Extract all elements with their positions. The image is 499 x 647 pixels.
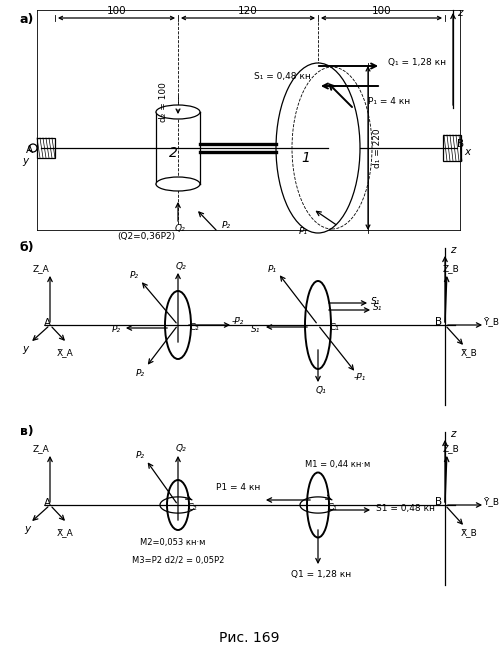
Text: X̄_A: X̄_A: [56, 529, 73, 538]
Text: S₁ = 0,48 кн: S₁ = 0,48 кн: [254, 72, 311, 80]
Text: Q̄₁: Q̄₁: [316, 386, 326, 395]
Text: C₁: C₁: [327, 503, 337, 512]
Text: P1 = 4 кн: P1 = 4 кн: [216, 483, 260, 492]
Text: C₁: C₁: [329, 324, 339, 333]
Text: Ȳ_B: Ȳ_B: [483, 317, 499, 327]
Text: S̄₁: S̄₁: [371, 296, 381, 305]
Ellipse shape: [276, 63, 360, 233]
Text: в): в): [20, 426, 33, 439]
Text: Ȳ_B: Ȳ_B: [483, 497, 499, 507]
Text: б): б): [20, 241, 34, 254]
Text: P₁ = 4 кн: P₁ = 4 кн: [368, 96, 410, 105]
Text: -P̄₁: -P̄₁: [354, 373, 366, 382]
Text: M3=P2 d2/2 = 0,05P2: M3=P2 d2/2 = 0,05P2: [132, 556, 224, 564]
Text: 100: 100: [372, 6, 391, 16]
Text: (Q2=0,36P2): (Q2=0,36P2): [117, 232, 175, 241]
Text: P̄₂: P̄₂: [222, 221, 231, 230]
Text: S̄₁: S̄₁: [251, 325, 260, 333]
Text: B: B: [458, 139, 465, 149]
Text: B: B: [435, 497, 442, 507]
Text: -P̄₂: -P̄₂: [232, 318, 244, 327]
Text: x: x: [464, 147, 470, 157]
Text: P̄₂: P̄₂: [136, 450, 145, 459]
Text: z: z: [457, 8, 463, 18]
Text: Рис. 169: Рис. 169: [219, 631, 279, 645]
Text: S1 = 0,48 кн: S1 = 0,48 кн: [376, 503, 435, 512]
Text: C₂: C₂: [189, 324, 199, 333]
Text: P̄₁: P̄₁: [298, 228, 307, 237]
Ellipse shape: [156, 105, 200, 119]
Text: Q̄₂: Q̄₂: [175, 225, 185, 234]
Text: Z̄_A: Z̄_A: [32, 265, 49, 274]
Bar: [443, 135, 461, 161]
Text: Z̄_B: Z̄_B: [443, 265, 460, 274]
Text: A: A: [25, 145, 32, 155]
Text: X̄_B: X̄_B: [461, 349, 478, 358]
Ellipse shape: [156, 177, 200, 191]
Text: 100: 100: [107, 6, 126, 16]
Text: Q̄₂: Q̄₂: [176, 263, 186, 272]
Text: а): а): [20, 14, 34, 27]
Text: P̄₂: P̄₂: [136, 369, 145, 377]
Text: C₂: C₂: [187, 503, 197, 512]
Text: S̄₁: S̄₁: [373, 303, 383, 311]
Text: Z̄_B: Z̄_B: [443, 444, 460, 454]
Text: Q1 = 1,28 кн: Q1 = 1,28 кн: [291, 571, 351, 580]
Text: z: z: [450, 245, 456, 255]
Text: A: A: [44, 318, 51, 328]
Text: X̄_A: X̄_A: [56, 349, 73, 358]
Text: y: y: [22, 344, 28, 354]
Text: P̄₂: P̄₂: [130, 270, 139, 280]
Text: Q₁ = 1,28 кн: Q₁ = 1,28 кн: [388, 58, 446, 67]
Text: Z̄_A: Z̄_A: [32, 444, 49, 454]
Text: 2: 2: [169, 146, 178, 160]
Text: d₁ = 220: d₁ = 220: [373, 128, 383, 168]
Text: y: y: [22, 156, 28, 166]
Text: Q̄₂: Q̄₂: [176, 444, 186, 454]
Text: A: A: [44, 498, 51, 508]
Bar: [37, 138, 55, 158]
Text: B: B: [435, 317, 442, 327]
Text: P̄₁: P̄₁: [267, 265, 276, 274]
Text: z: z: [450, 429, 456, 439]
Text: M1 = 0,44 кн·м: M1 = 0,44 кн·м: [305, 461, 371, 470]
Text: X̄_B: X̄_B: [461, 529, 478, 538]
Text: 120: 120: [238, 6, 258, 16]
Text: y: y: [24, 524, 30, 534]
Text: 1: 1: [301, 151, 310, 165]
Text: P̄₂: P̄₂: [111, 325, 120, 334]
Text: d₂ = 100: d₂ = 100: [160, 82, 169, 122]
Text: M2=0,053 кн·м: M2=0,053 кн·м: [140, 538, 206, 547]
